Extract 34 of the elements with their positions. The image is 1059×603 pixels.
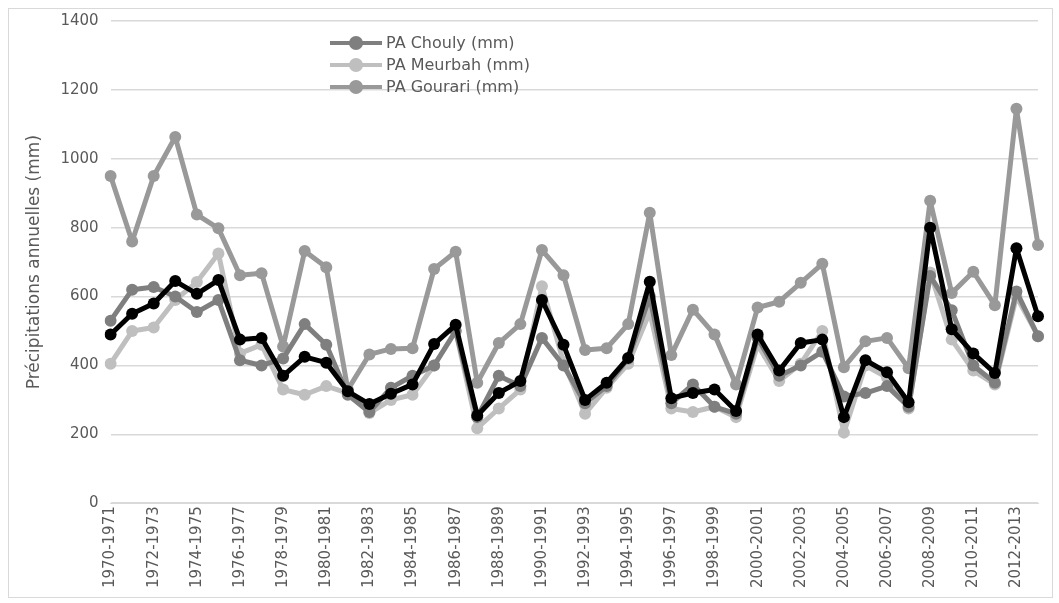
x-tick-label: 1976-1977 [229, 506, 248, 589]
y-tick-label: 1400 [60, 10, 99, 29]
x-tick-label: 1984-1985 [402, 506, 421, 589]
legend-label: PA Chouly (mm) [386, 32, 515, 54]
y-tick-label: 0 [89, 493, 99, 512]
x-tick-label: 1970-1971 [100, 506, 119, 589]
x-tick-label: 1998-1999 [704, 506, 723, 589]
x-tick-label: 1982-1983 [359, 506, 378, 589]
x-tick-label: 2000-2001 [747, 506, 766, 589]
x-tick-label: 1986-1987 [445, 506, 464, 589]
x-tick-label: 2004-2005 [833, 506, 852, 589]
x-tick-label: 2010-2011 [963, 506, 982, 589]
x-tick-label: 1996-1997 [661, 506, 680, 589]
y-tick-label: 400 [69, 355, 99, 374]
x-tick-label: 2006-2007 [876, 506, 895, 589]
x-tick-label: 2002-2003 [790, 506, 809, 589]
x-tick-label: 2008-2009 [920, 506, 939, 589]
y-axis-title: Précipitations annuelles (mm) [22, 134, 43, 390]
y-tick-label: 1200 [60, 79, 99, 98]
y-tick-label: 800 [69, 217, 99, 236]
x-tick-label: 1990-1991 [531, 506, 550, 589]
x-tick-label: 1980-1981 [316, 506, 335, 589]
x-tick-label: 1992-1993 [574, 506, 593, 589]
legend-label: PA Meurbah (mm) [386, 54, 530, 76]
legend-label: PA Gourari (mm) [386, 76, 520, 98]
x-tick-label: 1994-1995 [618, 506, 637, 589]
x-tick-label: 1978-1979 [273, 506, 292, 589]
x-tick-label: 1972-1973 [143, 506, 162, 589]
y-tick-label: 1000 [60, 148, 99, 167]
x-tick-label: 1974-1975 [186, 506, 205, 589]
y-tick-label: 600 [69, 286, 99, 305]
x-tick-label: 1988-1989 [488, 506, 507, 589]
x-tick-label: 2012-2013 [1006, 506, 1025, 589]
y-tick-label: 200 [69, 424, 99, 443]
